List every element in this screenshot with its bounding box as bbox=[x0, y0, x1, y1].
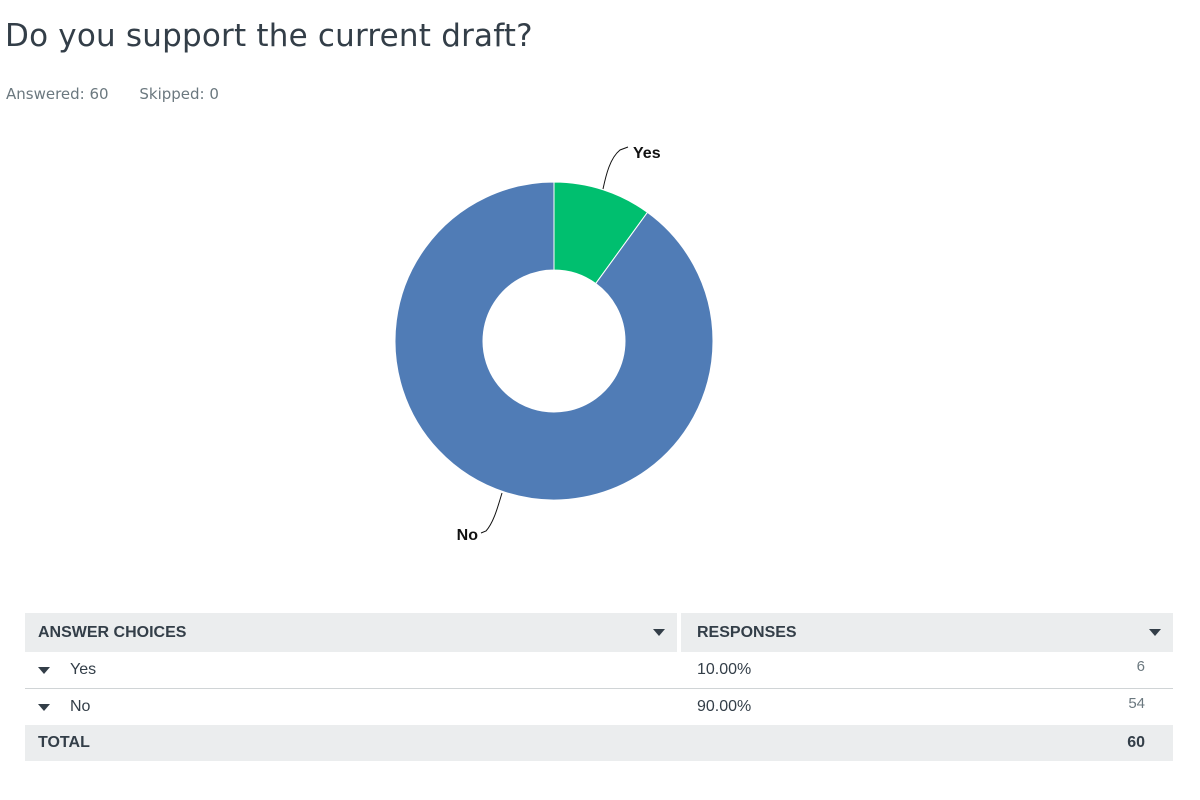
response-cell: 90.00% 54 bbox=[681, 689, 1173, 725]
donut-slice-no[interactable] bbox=[394, 181, 714, 501]
expand-caret-icon[interactable] bbox=[38, 703, 50, 711]
leader-line-yes bbox=[602, 146, 629, 190]
response-cell: 10.00% 6 bbox=[681, 652, 1173, 688]
answer-choice-cell: No bbox=[25, 689, 681, 725]
total-value: 60 bbox=[1127, 734, 1145, 751]
answered-count: Answered: 60 bbox=[6, 85, 109, 103]
total-row: TOTAL 60 bbox=[25, 725, 1173, 761]
table-header: ANSWER CHOICES RESPONSES bbox=[25, 613, 1173, 652]
total-label-cell: TOTAL bbox=[25, 725, 681, 761]
total-label: TOTAL bbox=[38, 734, 90, 751]
response-table: ANSWER CHOICES RESPONSES Yes 10.00% 6 No… bbox=[25, 613, 1173, 761]
response-count[interactable]: 54 bbox=[1128, 695, 1145, 712]
answer-choices-header-label: ANSWER CHOICES bbox=[38, 623, 187, 641]
response-percent: 10.00% bbox=[697, 661, 752, 678]
donut-chart: Yes No bbox=[394, 145, 714, 544]
response-stats: Answered: 60 Skipped: 0 bbox=[6, 85, 245, 103]
responses-header[interactable]: RESPONSES bbox=[681, 613, 1173, 652]
answer-choice-label: Yes bbox=[70, 661, 97, 678]
skipped-count: Skipped: 0 bbox=[139, 85, 219, 103]
table-row: No 90.00% 54 bbox=[25, 688, 1173, 725]
answer-choice-cell: Yes bbox=[25, 652, 681, 688]
slice-label-yes: Yes bbox=[633, 145, 661, 162]
slice-label-no: No bbox=[457, 527, 479, 544]
question-title: Do you support the current draft? bbox=[5, 18, 533, 54]
leader-line-no bbox=[480, 492, 503, 534]
sort-caret-icon[interactable] bbox=[1149, 629, 1161, 636]
answer-choices-header[interactable]: ANSWER CHOICES bbox=[25, 613, 677, 652]
expand-caret-icon[interactable] bbox=[38, 666, 50, 674]
responses-header-label: RESPONSES bbox=[697, 623, 797, 641]
total-value-cell: 60 bbox=[681, 725, 1173, 761]
table-row: Yes 10.00% 6 bbox=[25, 652, 1173, 688]
sort-caret-icon[interactable] bbox=[653, 629, 665, 636]
response-count[interactable]: 6 bbox=[1136, 658, 1145, 675]
response-percent: 90.00% bbox=[697, 698, 752, 715]
answer-choice-label: No bbox=[70, 698, 91, 715]
